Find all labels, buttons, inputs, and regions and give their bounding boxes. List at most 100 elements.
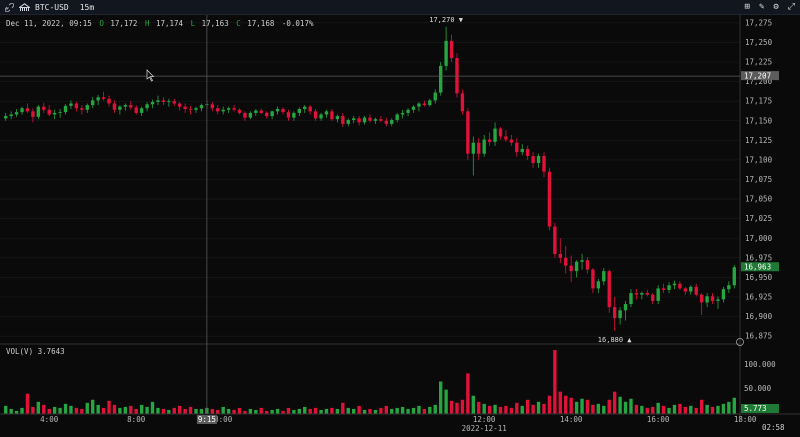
top-toolbar: BTC-USD 15m ⊞ ✎ ⚙ ⤢ [0,0,800,15]
candle-body [574,261,579,272]
volume-bar [167,409,171,414]
volume-bar [58,407,62,414]
volume-bar [607,399,611,414]
candle-body [96,97,100,101]
volume-bar [216,409,220,414]
volume-bar [694,407,698,414]
candle-body [547,171,552,227]
candle-body [433,92,437,101]
time-tick-label: 12:00 [473,415,496,424]
candle-body [623,304,628,311]
volume-bar [243,410,247,414]
candle-body [58,112,62,113]
volume-bar [297,408,302,414]
volume-bar [400,406,405,414]
legend-open: 17,172 [110,19,137,28]
candle-body [699,294,704,303]
candle-body [313,111,318,119]
volume-bar [449,400,454,414]
candle-body [531,156,535,164]
toolbar-actions: ⊞ ✎ ⚙ ⤢ [745,0,795,14]
volume-bar [281,410,285,414]
volume-axis: 100.000 50.000 [744,360,776,393]
volume-bar [341,402,345,414]
candle-body [36,106,41,117]
candle-body [346,119,350,124]
volume-bar [270,409,274,414]
symbol-label[interactable]: BTC-USD [35,2,69,12]
volume-bar [69,405,73,414]
candle-body [330,111,334,120]
price-tick-label: 17,100 [745,155,773,164]
candle-body [689,286,693,292]
candle-body [183,106,187,109]
candle-body [308,106,312,112]
volume-bar [580,398,584,414]
pencil-icon[interactable]: ✎ [758,2,765,12]
candle-body [362,117,367,123]
candle-body [645,293,649,295]
candle-body [14,112,19,115]
candle-body [221,109,225,112]
volume-bar [194,408,198,414]
price-chart[interactable]: 17,275 17,250 17,225 17,200 17,175 17,150 17,1… [0,15,800,437]
price-tick-label: 17,225 [745,58,772,67]
volume-bar [395,407,399,414]
candle-body [129,105,133,108]
candle-body [651,294,655,301]
candle-body [449,40,454,59]
candle-body [292,112,296,118]
price-axis[interactable]: 17,275 17,250 17,225 17,200 17,175 17,150 17,1… [745,18,773,340]
volume-bar [134,408,138,414]
volume-bar [705,404,709,414]
volume-bar [721,403,726,414]
legend-date: Dec 11, 2022, 09:15 [6,19,92,28]
volume-bar [265,410,269,414]
volume-bar [390,408,394,414]
candle-body [25,108,30,112]
volume-bar [248,408,253,414]
candle-body [466,111,470,154]
volume-bar [42,404,46,414]
volume-bar [444,389,448,414]
candle-body [721,289,726,300]
volume-bar [31,406,35,414]
volume-bar [9,408,13,414]
axis-reset-icon[interactable] [736,338,744,346]
volume-bar [699,399,704,414]
price-tick-label: 16,900 [745,312,773,321]
candle-body [4,116,8,119]
interval-label[interactable]: 15m [79,2,95,12]
time-axis[interactable]: 4:008:008:0012:0014:0016:0018:0020:0022:… [40,415,800,433]
expand-icon[interactable]: ⤢ [787,2,795,12]
legend-low: 17,163 [202,19,229,28]
gear-icon[interactable]: ⚙ [773,2,779,12]
volume-bar [634,404,639,414]
candle-body [9,114,13,117]
candle-body [493,128,497,142]
volume-bar [139,404,144,414]
volume-bar [536,401,541,414]
candle-body [656,288,660,301]
candle-body [504,136,508,140]
candle-body [460,93,465,112]
candle-body [210,104,215,109]
price-tick-label: 16,950 [745,273,773,282]
volume-bar [384,405,388,414]
volume-bar [645,407,649,414]
candle-body [101,97,106,99]
candle-body [324,111,329,115]
grid-icon[interactable]: ⊞ [744,2,750,12]
candle-body [341,116,345,124]
link-icon[interactable] [5,2,14,12]
candle-body [428,100,432,106]
volume-bar [504,405,508,414]
crosshair-price-box [741,71,779,81]
volume-bar [716,405,720,414]
legend-close: 17,168 [247,19,275,28]
volume-bar [112,404,117,414]
volume-bar [221,406,225,414]
candle-body [107,98,111,104]
mouse-cursor-icon [146,69,155,82]
volume-bar [482,403,486,414]
